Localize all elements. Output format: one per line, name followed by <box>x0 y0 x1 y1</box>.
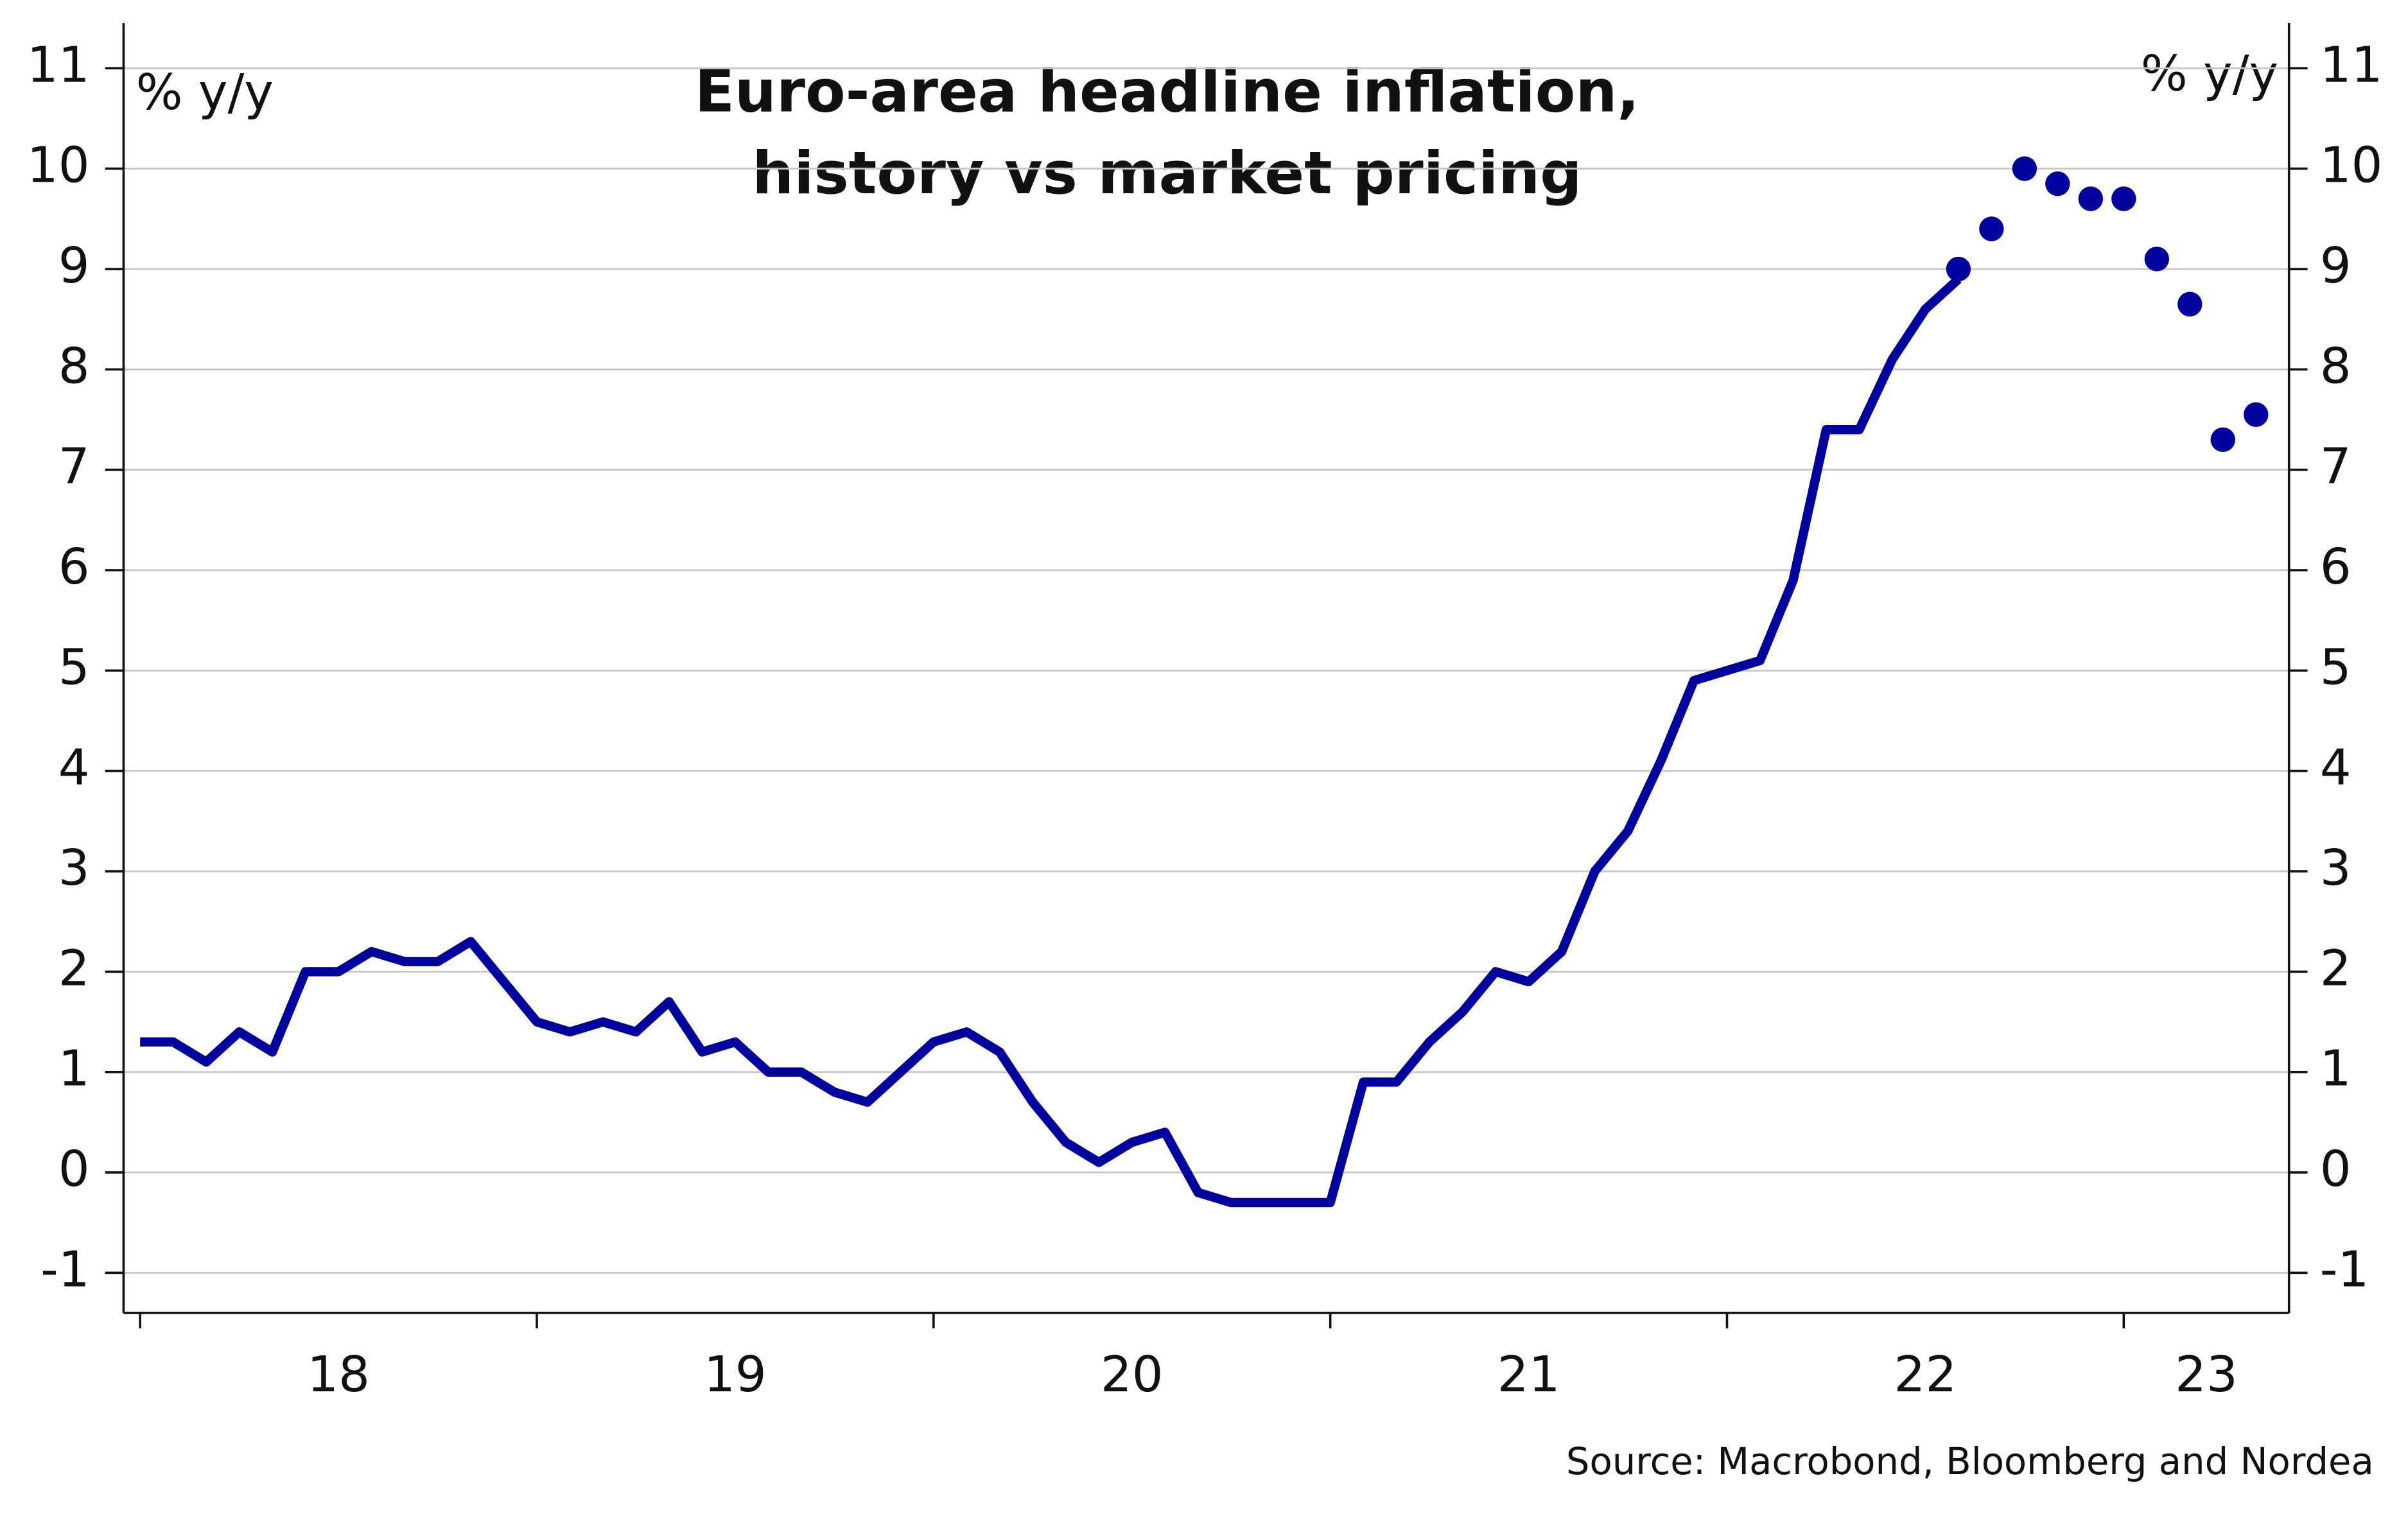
x-tick-label: 18 <box>307 1346 370 1404</box>
y-tick-label: 11 <box>27 37 90 94</box>
y2-tick-label: 5 <box>2320 639 2351 696</box>
market-pricing-dot <box>2045 171 2070 196</box>
y-tick-label: 1 <box>58 1041 90 1098</box>
y2-tick-label: 10 <box>2320 137 2383 195</box>
x-tick-label: 20 <box>1101 1346 1164 1404</box>
chart-title: history vs market pricing <box>752 139 1582 207</box>
y2-axis-label: % y/y <box>2141 46 2278 103</box>
y2-tick-label: 3 <box>2320 840 2351 897</box>
market-pricing-dot <box>1946 256 1971 282</box>
y2-tick-label: 4 <box>2320 740 2351 797</box>
x-tick-label: 23 <box>2175 1346 2238 1404</box>
y-tick-label: 3 <box>58 840 90 897</box>
market-pricing-dot <box>2078 186 2104 211</box>
y-axis-label: % y/y <box>136 64 274 121</box>
market-pricing-dot <box>2177 291 2203 317</box>
y-tick-label: 5 <box>58 639 90 696</box>
y-tick-label: 7 <box>58 439 90 496</box>
y-tick-label: 2 <box>58 940 90 997</box>
y2-tick-label: 8 <box>2320 338 2351 395</box>
market-pricing-dot <box>2244 402 2269 427</box>
y2-tick-label: 11 <box>2320 37 2383 94</box>
y-tick-label: 0 <box>58 1141 90 1198</box>
chart-title: Euro-area headline inflation, <box>695 57 1639 126</box>
y2-tick-label: 7 <box>2320 439 2351 496</box>
y2-tick-label: 1 <box>2320 1041 2351 1098</box>
market-pricing-dot <box>2210 427 2235 453</box>
market-pricing-dot <box>1979 216 2004 241</box>
y2-tick-label: -1 <box>2320 1241 2369 1298</box>
y2-tick-label: 9 <box>2320 238 2351 295</box>
x-tick-label: 21 <box>1497 1346 1560 1404</box>
y-tick-label: 9 <box>58 238 90 295</box>
y-tick-label: 10 <box>27 137 90 195</box>
y2-tick-label: 0 <box>2320 1141 2351 1198</box>
market-pricing-dot <box>2111 186 2136 211</box>
x-tick-label: 22 <box>1894 1346 1957 1404</box>
y-tick-label: 8 <box>58 338 90 395</box>
x-tick-label: 19 <box>704 1346 767 1404</box>
history-line <box>140 275 1962 1208</box>
y-tick-label: 6 <box>58 539 90 596</box>
y2-tick-label: 2 <box>2320 940 2351 997</box>
market-pricing-dot <box>2012 156 2037 181</box>
y-tick-label: 4 <box>58 740 90 797</box>
source: Source: Macrobond, Bloomberg and Nordea <box>1566 1440 2374 1483</box>
y-tick-label: -1 <box>40 1241 90 1298</box>
y2-tick-label: 6 <box>2320 539 2351 596</box>
market-pricing-dot <box>2144 247 2170 272</box>
